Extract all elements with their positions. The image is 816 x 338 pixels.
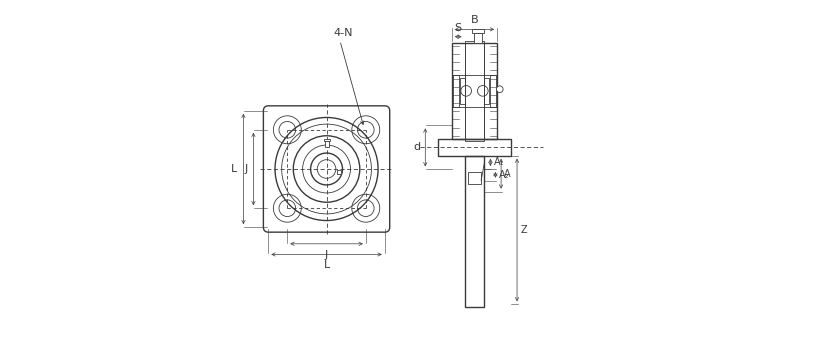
Bar — [464, 41, 485, 141]
Circle shape — [496, 86, 503, 93]
Text: A: A — [504, 169, 511, 179]
Bar — [453, 75, 459, 107]
Bar — [485, 78, 490, 104]
Text: d: d — [414, 142, 420, 152]
Bar — [468, 172, 481, 184]
Bar — [474, 33, 481, 43]
Bar — [459, 78, 464, 104]
Bar — [438, 139, 511, 156]
Text: L: L — [231, 164, 237, 174]
Text: 4-N: 4-N — [334, 28, 353, 38]
Bar — [472, 29, 484, 33]
Bar — [324, 139, 330, 141]
Text: L: L — [323, 260, 330, 270]
Bar — [336, 170, 340, 174]
Bar — [452, 43, 497, 139]
Bar — [325, 141, 329, 147]
Bar — [490, 75, 496, 107]
Text: S: S — [455, 23, 462, 33]
Text: A₂: A₂ — [499, 170, 509, 180]
Text: B: B — [471, 16, 478, 25]
Text: J: J — [325, 250, 328, 260]
Text: Z: Z — [521, 225, 527, 235]
Text: A₁: A₁ — [494, 158, 504, 167]
Text: J: J — [244, 164, 247, 174]
Bar — [464, 156, 485, 307]
